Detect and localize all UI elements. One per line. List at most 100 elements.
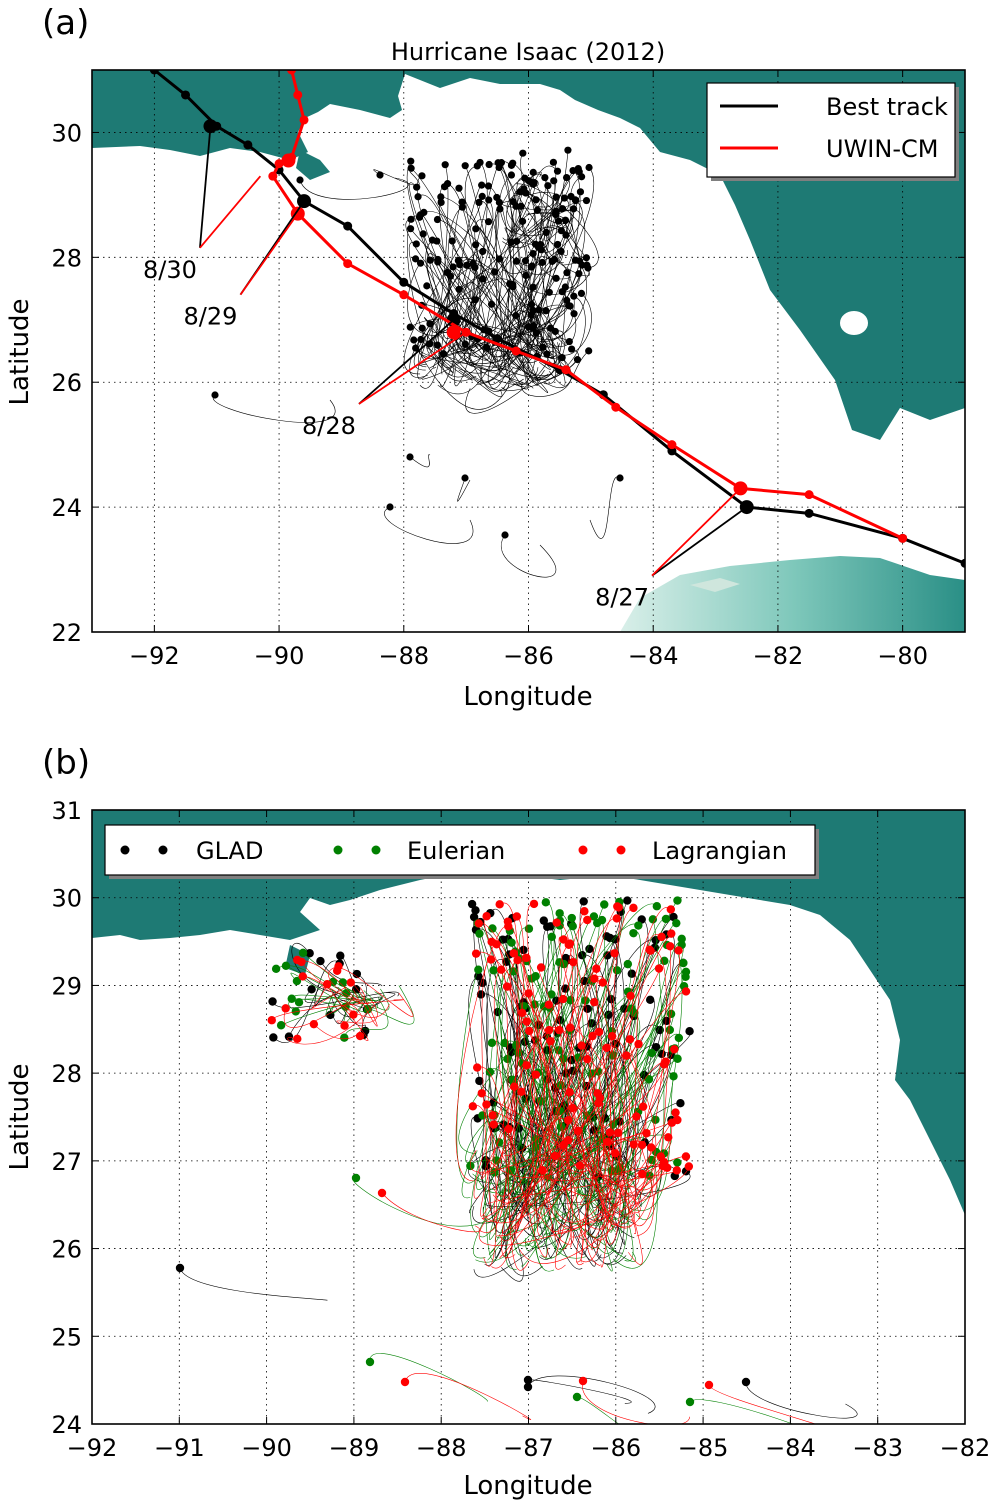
- eulerian-drifter-end: [673, 1158, 682, 1167]
- eulerian-drifter-west-end: [342, 988, 351, 998]
- lagrangian-drifter: [591, 1112, 676, 1251]
- glad-drifter: [606, 962, 684, 1246]
- lagrangian-drifter-end: [525, 1026, 534, 1036]
- lagrangian-drifter-end: [568, 1103, 577, 1113]
- eulerian-drifter-end: [554, 1046, 563, 1055]
- lagrangian-drifter-end: [665, 942, 675, 951]
- drifter-a-end: [433, 215, 442, 224]
- panel-a-ylabel: Latitude: [5, 298, 35, 405]
- drifter-a-end: [545, 288, 553, 296]
- lagrangian-drifter-end: [594, 1027, 604, 1037]
- lagrangian-drifter-west-end: [322, 980, 332, 989]
- drifter-a-east-end: [574, 165, 582, 173]
- drifter-a-end: [455, 184, 463, 192]
- drifter-a-end: [551, 327, 559, 336]
- tick-label-y: 26: [51, 369, 82, 397]
- eulerian-drifter-end: [531, 1142, 541, 1152]
- panel-a-label: (a): [42, 3, 89, 43]
- eulerian-drifter: [571, 917, 641, 1176]
- lagrangian-drifter: [596, 950, 680, 1223]
- drifter-a: [460, 177, 525, 349]
- glad-drifter-west-end: [305, 949, 314, 958]
- lagrangian-drifter-end: [671, 1108, 680, 1117]
- lagrangian-drifter-end: [642, 1129, 651, 1138]
- drifter-a-end: [484, 218, 493, 226]
- lagrangian-drifter: [503, 968, 661, 1157]
- eulerian-drifter: [470, 1159, 582, 1174]
- eulerian-drifter-west-end: [338, 978, 348, 987]
- cuba: [620, 556, 965, 632]
- lagrangian-drifter: [501, 968, 597, 1259]
- glad-drifter-end: [519, 945, 528, 955]
- lagrangian-drifter-end: [666, 905, 676, 914]
- lagrangian-drifter-end: [681, 987, 691, 996]
- uwin-cm-point: [399, 290, 409, 300]
- drifter-a-end: [478, 181, 486, 189]
- tick-label-x: −87: [503, 1434, 554, 1462]
- best-track-point: [804, 508, 814, 518]
- lagrangian-drifter: [494, 969, 549, 1258]
- lagrangian-drifter-outlier-end: [704, 1380, 714, 1390]
- drifter-a-east-end: [537, 246, 546, 254]
- lagrangian-drifter-end: [563, 1116, 573, 1125]
- drifter-a-end: [416, 259, 425, 267]
- lagrangian-drifter: [630, 945, 671, 1226]
- eulerian-drifter-outlier-end: [351, 1173, 361, 1183]
- uwin-cm-point: [804, 490, 814, 500]
- eulerian-drifter: [504, 916, 595, 1200]
- lagrangian-drifter-west: [336, 998, 378, 1026]
- lagrangian-drifter: [491, 941, 529, 1271]
- lagrangian-drifter: [558, 936, 604, 1180]
- drifter-a-end: [549, 158, 558, 166]
- drifter-a-east-end: [509, 159, 517, 167]
- legend-lag-dot-1: [578, 845, 588, 855]
- eulerian-drifter-end: [647, 1048, 656, 1058]
- lagrangian-drifter-west: [332, 992, 369, 1041]
- panel-a-xlabel: Longitude: [463, 682, 592, 712]
- lagrangian-drifter-end: [488, 1111, 497, 1120]
- tick-label-y: 25: [51, 1323, 82, 1351]
- drifter-a: [440, 196, 525, 337]
- lagrangian-drifter: [497, 1165, 581, 1237]
- eulerian-drifter: [499, 1109, 591, 1196]
- eulerian-drifter: [478, 933, 537, 1231]
- drifter-a-east-end: [575, 257, 584, 265]
- annotation-arrow: [199, 175, 262, 249]
- drifter-a-outlier-end: [376, 171, 384, 179]
- glad-drifter-end: [662, 1016, 671, 1026]
- lagrangian-drifter: [496, 943, 546, 1163]
- lagrangian-drifter: [526, 903, 572, 1248]
- lagrangian-drifter-west-end: [340, 1021, 349, 1030]
- lagrangian-drifter-end: [529, 899, 539, 909]
- drifter-a: [436, 240, 493, 355]
- eulerian-drifter-end: [673, 896, 682, 905]
- eulerian-drifter-end: [661, 914, 671, 924]
- drifter-a-east-end: [507, 171, 516, 179]
- drifter-a-outlier: [373, 169, 420, 186]
- eulerian-drifter-west-end: [294, 998, 304, 1007]
- eulerian-drifter-end: [672, 918, 681, 928]
- drifter-a-east: [517, 190, 587, 259]
- lagrangian-drifter-end: [684, 1162, 694, 1171]
- drifter-a-end: [577, 289, 586, 298]
- glad-drifter-west-end: [316, 956, 325, 966]
- lagrangian-drifter-outlier: [404, 1373, 532, 1421]
- drifter-a-end: [484, 182, 493, 190]
- drifter-a-east: [512, 162, 564, 263]
- drifter-a-end: [542, 307, 550, 315]
- drifter-a-end: [443, 180, 452, 188]
- lagrangian-drifter-west: [302, 976, 332, 992]
- tick-label-x: −83: [852, 1434, 903, 1462]
- lagrangian-drifter: [536, 1119, 678, 1162]
- lagrangian-drifter-end: [583, 915, 592, 925]
- glad-drifter-end: [467, 899, 477, 909]
- lagrangian-drifter-west: [350, 982, 378, 1027]
- tick-label-x: −86: [590, 1434, 641, 1462]
- glad-drifter-west-end: [307, 985, 316, 994]
- drifter-a-east: [528, 207, 567, 236]
- lagrangian-drifter-end: [637, 1140, 647, 1150]
- glad-drifter-west-end: [284, 1032, 294, 1041]
- eulerian-drifter-west-end: [340, 1033, 349, 1042]
- lagrangian-drifter-end: [667, 929, 676, 938]
- lagrangian-drifter-west-end: [281, 1004, 290, 1013]
